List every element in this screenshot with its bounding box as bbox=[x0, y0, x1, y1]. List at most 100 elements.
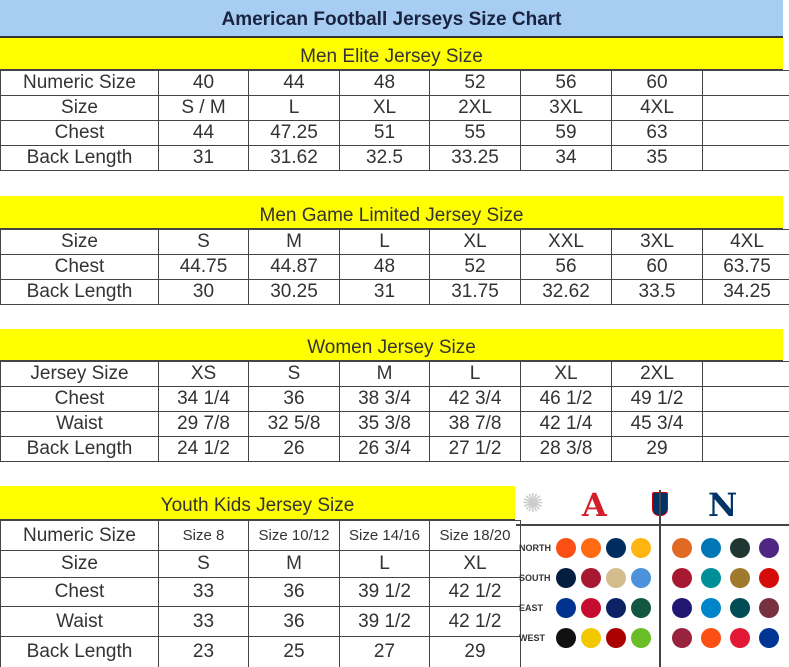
team-logo-icon bbox=[672, 538, 692, 558]
table-cell: 30 bbox=[158, 279, 249, 305]
table-cell: 42 1/2 bbox=[429, 606, 521, 637]
table-cell: L bbox=[248, 95, 340, 121]
table-cell: 34 1/4 bbox=[158, 386, 249, 412]
table-cell: M bbox=[248, 550, 340, 578]
table-cell: 42 3/4 bbox=[429, 386, 521, 412]
table-cell: 38 3/4 bbox=[339, 386, 430, 412]
table-cell: 3XL bbox=[611, 229, 703, 255]
table-cell: 27 1/2 bbox=[429, 436, 521, 462]
afc-logo: A bbox=[582, 486, 607, 524]
table-cell: 25 bbox=[248, 636, 340, 667]
table-cell: 35 3/8 bbox=[339, 411, 430, 437]
table-cell: Size 18/20 bbox=[429, 520, 521, 551]
row-label: Chest bbox=[0, 254, 159, 280]
table-cell: 30.25 bbox=[248, 279, 340, 305]
table-cell bbox=[702, 70, 789, 96]
table-cell: 31 bbox=[339, 279, 430, 305]
size-table: Size S M L XL XXL 3XL 4XL Chest 44.75 44.87 48 52 56 6… bbox=[0, 229, 789, 305]
table-cell: 29 bbox=[429, 636, 521, 667]
table-cell: 40 bbox=[158, 70, 249, 96]
team-logo-icon bbox=[730, 628, 750, 648]
table-row: Chest 34 1/4 36 38 3/4 42 3/4 46 1/2 49 1/2 bbox=[0, 386, 789, 412]
table-row: Size S M L XL bbox=[0, 550, 521, 578]
team-logo-icon bbox=[730, 568, 750, 588]
table-cell bbox=[702, 436, 789, 462]
table-cell: 49 1/2 bbox=[611, 386, 703, 412]
team-logo-icon bbox=[759, 568, 779, 588]
table-cell: 36 bbox=[248, 386, 340, 412]
chart-title: American Football Jerseys Size Chart bbox=[0, 0, 783, 38]
row-label: Chest bbox=[0, 386, 159, 412]
row-label: Back Length bbox=[0, 436, 159, 462]
table-cell: L bbox=[339, 229, 430, 255]
table-cell: 44 bbox=[158, 120, 249, 146]
table-cell: 35 bbox=[611, 145, 703, 171]
table-cell: L bbox=[429, 361, 521, 387]
table-row: Chest 33 36 39 1/2 42 1/2 bbox=[0, 577, 521, 607]
table-cell: 31.75 bbox=[429, 279, 521, 305]
nfl-team-logos: ✺ A N NORTH SOUTH EAST WEST bbox=[516, 480, 789, 667]
table-cell: S bbox=[248, 361, 340, 387]
table-cell: 2XL bbox=[611, 361, 703, 387]
table-cell: 34.25 bbox=[702, 279, 789, 305]
team-logo-icon bbox=[701, 628, 721, 648]
team-logo-icon bbox=[759, 628, 779, 648]
table-cell: 63 bbox=[611, 120, 703, 146]
table-cell: 63.75 bbox=[702, 254, 789, 280]
team-logo-icon bbox=[631, 628, 651, 648]
size-table: Jersey Size XS S M L XL 2XL Chest 34 1/4 36 38 3/4… bbox=[0, 361, 789, 462]
table-cell: 48 bbox=[339, 254, 430, 280]
size-table: Numeric Size 40 44 48 52 56 60 Size S / M L XL 2XL 3… bbox=[0, 70, 789, 171]
table-cell: 34 bbox=[520, 145, 612, 171]
team-logo-icon bbox=[759, 538, 779, 558]
table-cell: XS bbox=[158, 361, 249, 387]
table-cell: 29 7/8 bbox=[158, 411, 249, 437]
table-row: Waist 33 36 39 1/2 42 1/2 bbox=[0, 606, 521, 637]
team-logo-icon bbox=[556, 598, 576, 618]
row-label: Size bbox=[0, 95, 159, 121]
table-cell: 42 1/4 bbox=[520, 411, 612, 437]
table-cell: 39 1/2 bbox=[339, 577, 430, 607]
team-logo-icon bbox=[701, 568, 721, 588]
row-label: Size bbox=[0, 229, 159, 255]
section-title: Women Jersey Size bbox=[0, 329, 783, 361]
table-cell bbox=[702, 95, 789, 121]
table-cell: 44.87 bbox=[248, 254, 340, 280]
table-row: Chest 44 47.25 51 55 59 63 bbox=[0, 120, 789, 146]
table-cell: 56 bbox=[520, 254, 612, 280]
team-logo-icon bbox=[606, 628, 626, 648]
table-cell: S / M bbox=[158, 95, 249, 121]
team-logo-icon bbox=[556, 568, 576, 588]
table-cell: 4XL bbox=[702, 229, 789, 255]
table-cell: 51 bbox=[339, 120, 430, 146]
team-logo-icon bbox=[701, 538, 721, 558]
table-cell: XL bbox=[339, 95, 430, 121]
table-cell: XL bbox=[429, 229, 521, 255]
team-logo-icon bbox=[581, 598, 601, 618]
section-title: Men Elite Jersey Size bbox=[0, 38, 783, 70]
table-cell: S bbox=[158, 229, 249, 255]
table-cell: 28 3/8 bbox=[520, 436, 612, 462]
table-cell: 39 1/2 bbox=[339, 606, 430, 637]
table-cell: Size 10/12 bbox=[248, 520, 340, 551]
table-cell: 44 bbox=[248, 70, 340, 96]
table-cell: Size 14/16 bbox=[339, 520, 430, 551]
table-cell: 36 bbox=[248, 577, 340, 607]
table-row: Size S M L XL XXL 3XL 4XL bbox=[0, 229, 789, 255]
row-label: Waist bbox=[0, 606, 159, 637]
sunburst-icon: ✺ bbox=[522, 488, 544, 518]
table-cell: 27 bbox=[339, 636, 430, 667]
table-cell: 55 bbox=[429, 120, 521, 146]
team-logo-icon bbox=[672, 628, 692, 648]
row-label: Numeric Size bbox=[0, 70, 159, 96]
team-logo-icon bbox=[631, 598, 651, 618]
table-cell: 33.5 bbox=[611, 279, 703, 305]
row-label: Size bbox=[0, 550, 159, 578]
division-label: WEST bbox=[519, 633, 545, 643]
table-row: Back Length 30 30.25 31 31.75 32.62 33.5 34.25 bbox=[0, 279, 789, 305]
table-row: Back Length 23 25 27 29 bbox=[0, 636, 521, 667]
table-cell: 48 bbox=[339, 70, 430, 96]
table-cell: 26 bbox=[248, 436, 340, 462]
table-cell: 46 1/2 bbox=[520, 386, 612, 412]
